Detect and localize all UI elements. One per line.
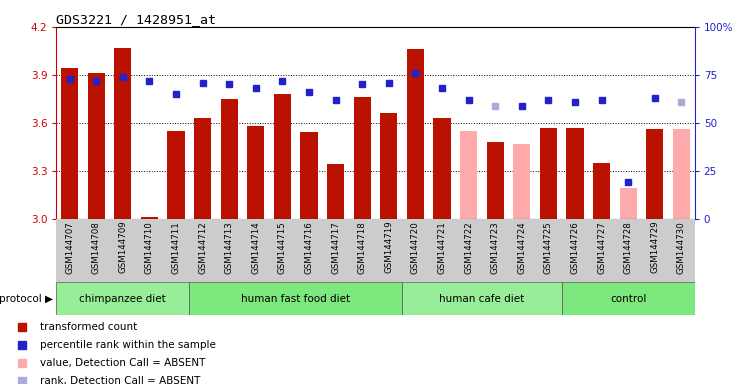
Text: GSM144729: GSM144729 bbox=[650, 221, 659, 273]
Bar bbox=[140, 217, 158, 219]
Text: GSM144720: GSM144720 bbox=[411, 221, 420, 273]
Text: GSM144730: GSM144730 bbox=[677, 221, 686, 273]
Text: GSM144708: GSM144708 bbox=[92, 221, 101, 273]
Bar bbox=[562, 282, 695, 315]
Bar bbox=[380, 113, 397, 219]
Text: percentile rank within the sample: percentile rank within the sample bbox=[41, 340, 216, 350]
Text: GSM144719: GSM144719 bbox=[385, 221, 394, 273]
Text: transformed count: transformed count bbox=[41, 322, 137, 332]
Text: GSM144709: GSM144709 bbox=[119, 221, 128, 273]
Text: GSM144716: GSM144716 bbox=[304, 221, 313, 273]
Bar bbox=[646, 129, 663, 219]
Text: GSM144728: GSM144728 bbox=[623, 221, 632, 273]
Text: GSM144723: GSM144723 bbox=[490, 221, 499, 273]
Text: GSM144711: GSM144711 bbox=[171, 221, 180, 273]
Bar bbox=[407, 49, 424, 219]
Bar bbox=[433, 118, 451, 219]
Text: GSM144724: GSM144724 bbox=[517, 221, 526, 273]
Text: rank, Detection Call = ABSENT: rank, Detection Call = ABSENT bbox=[41, 376, 201, 384]
Text: GSM144715: GSM144715 bbox=[278, 221, 287, 273]
Bar bbox=[194, 118, 211, 219]
Text: GSM144717: GSM144717 bbox=[331, 221, 340, 273]
Bar bbox=[402, 282, 562, 315]
Bar bbox=[460, 131, 477, 219]
Bar bbox=[114, 48, 131, 219]
Bar bbox=[300, 132, 318, 219]
Text: value, Detection Call = ABSENT: value, Detection Call = ABSENT bbox=[41, 358, 206, 368]
Bar bbox=[189, 282, 402, 315]
Text: GSM144722: GSM144722 bbox=[464, 221, 473, 273]
Text: human fast food diet: human fast food diet bbox=[241, 293, 350, 304]
Text: GSM144726: GSM144726 bbox=[571, 221, 580, 273]
Text: GSM144713: GSM144713 bbox=[225, 221, 234, 273]
Text: chimpanzee diet: chimpanzee diet bbox=[80, 293, 166, 304]
Bar bbox=[56, 282, 189, 315]
Bar bbox=[673, 129, 690, 219]
Text: GSM144710: GSM144710 bbox=[145, 221, 154, 273]
Bar bbox=[620, 189, 637, 219]
Bar bbox=[167, 131, 185, 219]
Bar bbox=[540, 127, 557, 219]
Bar bbox=[566, 127, 584, 219]
Bar bbox=[327, 164, 344, 219]
Text: GDS3221 / 1428951_at: GDS3221 / 1428951_at bbox=[56, 13, 216, 26]
Text: GSM144718: GSM144718 bbox=[357, 221, 366, 273]
Bar bbox=[354, 97, 371, 219]
Text: GSM144707: GSM144707 bbox=[65, 221, 74, 273]
Bar bbox=[513, 144, 530, 219]
Bar bbox=[487, 142, 504, 219]
Bar bbox=[274, 94, 291, 219]
Text: human cafe diet: human cafe diet bbox=[439, 293, 524, 304]
Text: GSM144712: GSM144712 bbox=[198, 221, 207, 273]
Bar bbox=[593, 163, 611, 219]
Text: protocol ▶: protocol ▶ bbox=[0, 293, 53, 304]
Bar bbox=[247, 126, 264, 219]
Text: control: control bbox=[610, 293, 647, 304]
Bar bbox=[221, 99, 238, 219]
Bar bbox=[88, 73, 105, 219]
Text: GSM144725: GSM144725 bbox=[544, 221, 553, 273]
Text: GSM144721: GSM144721 bbox=[438, 221, 447, 273]
Text: GSM144727: GSM144727 bbox=[597, 221, 606, 273]
Bar bbox=[61, 68, 78, 219]
Text: GSM144714: GSM144714 bbox=[252, 221, 261, 273]
